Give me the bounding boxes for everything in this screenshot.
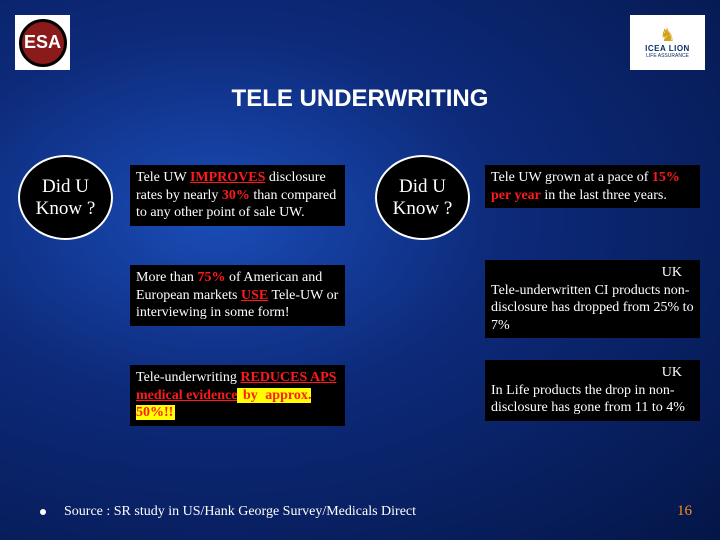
fact-box-left-2: More than 75% of American and European m… [130,265,345,326]
text: In Life products the drop in non-disclos… [491,383,685,416]
highlight-75pct: 75% [197,270,225,285]
highlight-by: by [237,388,263,403]
fact-box-left-3: Tele-underwriting REDUCES APS medical ev… [130,365,345,426]
logo-right: ♞ ICEA LION LIFE ASSURANCE [630,15,705,70]
page-number: 16 [677,503,692,520]
text: in the last three years. [541,188,667,203]
text: Tele UW grown at a pace of [491,170,652,185]
did-u-know-oval-left: Did U Know ? [18,155,113,240]
fact-box-right-3: UK In Life products the drop in non-disc… [485,360,700,421]
fact-box-left-1: Tele UW IMPROVES disclosure rates by nea… [130,165,345,226]
fact-box-right-1: Tele UW grown at a pace of 15% per year … [485,165,700,208]
text: More than [136,270,197,285]
bullet-icon [40,509,46,515]
oval-right-text: Did U Know ? [385,176,460,220]
logo-right-sub: LIFE ASSURANCE [646,53,689,59]
uk-label: UK [491,264,694,282]
lion-icon: ♞ [659,26,675,44]
text: Tele UW [136,170,190,185]
highlight-use: USE [241,288,268,303]
oval-left-text: Did U Know ? [28,176,103,220]
source-text: Source : SR study in US/Hank George Surv… [64,504,416,519]
highlight-improves: IMPROVES [190,170,265,185]
uk-label: UK [491,364,694,382]
highlight-30pct: 30% [222,188,250,203]
slide-title: TELE UNDERWRITING [0,85,720,113]
logo-left-text: ESA [19,19,67,67]
source-line: Source : SR study in US/Hank George Surv… [40,504,416,520]
text: Tele-underwritten CI products non-disclo… [491,283,694,333]
text: Tele-underwriting [136,370,240,385]
fact-box-right-2: UK Tele-underwritten CI products non-dis… [485,260,700,338]
logo-right-brand: ICEA LION [645,44,690,53]
logo-left: ESA [15,15,70,70]
did-u-know-oval-right: Did U Know ? [375,155,470,240]
